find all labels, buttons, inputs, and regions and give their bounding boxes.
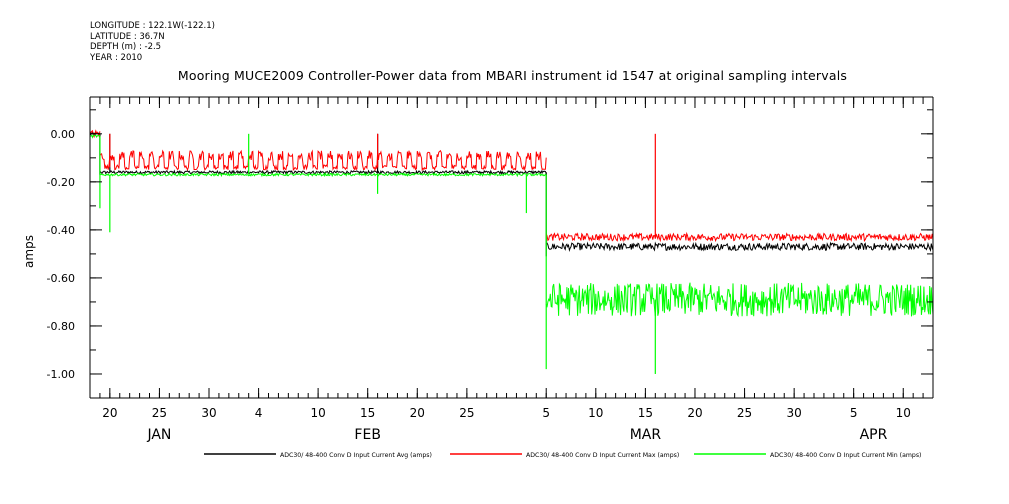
- series-line: [89, 134, 934, 318]
- x-tick-label: 30: [787, 406, 802, 420]
- x-tick-label: 15: [360, 406, 375, 420]
- x-tick-label: 15: [638, 406, 653, 420]
- x-tick-label: 10: [588, 406, 603, 420]
- series-line: [89, 129, 934, 243]
- y-tick-label: -0.80: [47, 320, 75, 333]
- x-tick-label: 10: [310, 406, 325, 420]
- series-3: [89, 133, 934, 374]
- y-tick-label: -0.60: [47, 272, 75, 285]
- x-tick-label: 20: [410, 406, 425, 420]
- y-tick-label: -1.00: [47, 368, 75, 381]
- x-tick-label: 5: [850, 406, 858, 420]
- x-tick-label: 5: [542, 406, 550, 420]
- x-month-label: JAN: [146, 427, 171, 443]
- x-tick-label: 20: [102, 406, 117, 420]
- series-line: [89, 131, 934, 253]
- metadata-block: LONGITUDE : 122.1W(-122.1) LATITUDE : 36…: [90, 21, 215, 63]
- axes: 0.00 -0.20 -0.40 -0.60 -0.80 -1.00 20 25 30 4 10 15…: [22, 96, 934, 443]
- x-tick-label: 20: [687, 406, 702, 420]
- x-tick-label: 25: [737, 406, 752, 420]
- x-month-label: MAR: [630, 427, 662, 443]
- y-tick-label: -0.20: [47, 176, 75, 189]
- x-tick-label: 25: [152, 406, 167, 420]
- legend: ADC30/ 48-400 Conv D Input Current Avg (…: [204, 452, 921, 459]
- depth-text: DEPTH (m) : -2.5: [90, 42, 162, 52]
- y-axis-label: amps: [22, 235, 36, 268]
- longitude-text: LONGITUDE : 122.1W(-122.1): [90, 21, 215, 31]
- year-text: YEAR : 2010: [90, 52, 143, 63]
- x-tick-label: 25: [459, 406, 474, 420]
- x-tick-label: 30: [201, 406, 216, 420]
- x-month-label: FEB: [354, 427, 381, 443]
- legend-label: ADC30/ 48-400 Conv D Input Current Avg (…: [280, 452, 432, 459]
- series-1: [89, 131, 934, 257]
- x-month-label: APR: [860, 427, 888, 443]
- x-tick-label: 4: [255, 406, 263, 420]
- y-tick-label: 0.00: [51, 128, 76, 141]
- x-tick-label: 10: [896, 406, 911, 420]
- latitude-text: LATITUDE : 36.7N: [90, 31, 165, 42]
- legend-label: ADC30/ 48-400 Conv D Input Current Min (…: [770, 452, 921, 459]
- chart-title: Mooring MUCE2009 Controller-Power data f…: [177, 68, 848, 83]
- legend-label: ADC30/ 48-400 Conv D Input Current Max (…: [526, 452, 679, 459]
- series-2: [89, 129, 934, 243]
- y-tick-label: -0.40: [47, 224, 75, 237]
